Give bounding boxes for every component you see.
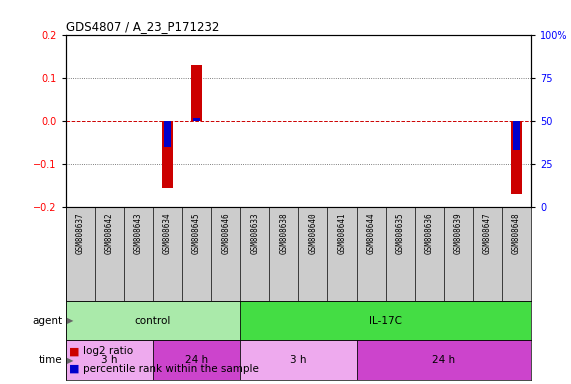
Text: 24 h: 24 h [432, 355, 455, 365]
Text: ▶: ▶ [67, 316, 74, 325]
Bar [193, 118, 200, 121]
Text: 24 h: 24 h [185, 355, 208, 365]
Text: ■: ■ [69, 364, 79, 374]
Bar [164, 121, 171, 147]
Text: GSM808648: GSM808648 [512, 212, 521, 254]
Bar [66, 301, 240, 340]
Text: GSM808638: GSM808638 [279, 212, 288, 254]
Text: 3 h: 3 h [101, 355, 118, 365]
Text: ▶: ▶ [67, 356, 74, 365]
Text: GDS4807 / A_23_P171232: GDS4807 / A_23_P171232 [66, 20, 219, 33]
Text: control: control [135, 316, 171, 326]
Bar [240, 340, 356, 380]
Text: GSM808647: GSM808647 [483, 212, 492, 254]
Text: GSM808637: GSM808637 [76, 212, 85, 254]
Text: time: time [39, 355, 63, 365]
Text: GSM808640: GSM808640 [308, 212, 317, 254]
Text: log2 ratio: log2 ratio [83, 346, 133, 356]
Text: GSM808633: GSM808633 [250, 212, 259, 254]
Text: GSM808639: GSM808639 [454, 212, 463, 254]
Text: GSM808634: GSM808634 [163, 212, 172, 254]
Bar [153, 340, 240, 380]
Bar [162, 121, 172, 188]
Text: ■: ■ [69, 346, 79, 356]
Text: IL-17C: IL-17C [369, 316, 402, 326]
Bar [240, 301, 531, 340]
Text: agent: agent [33, 316, 63, 326]
Text: GSM808642: GSM808642 [105, 212, 114, 254]
Bar [191, 65, 202, 121]
Text: GSM808635: GSM808635 [396, 212, 405, 254]
Text: GSM808641: GSM808641 [337, 212, 347, 254]
Bar [512, 121, 521, 194]
Bar [66, 340, 153, 380]
Text: GSM808644: GSM808644 [367, 212, 376, 254]
Bar [356, 340, 531, 380]
Text: GSM808636: GSM808636 [425, 212, 434, 254]
Text: percentile rank within the sample: percentile rank within the sample [83, 364, 259, 374]
Bar [513, 121, 520, 150]
Text: GSM808643: GSM808643 [134, 212, 143, 254]
Text: GSM808645: GSM808645 [192, 212, 201, 254]
Text: GSM808646: GSM808646 [221, 212, 230, 254]
Text: 3 h: 3 h [290, 355, 307, 365]
